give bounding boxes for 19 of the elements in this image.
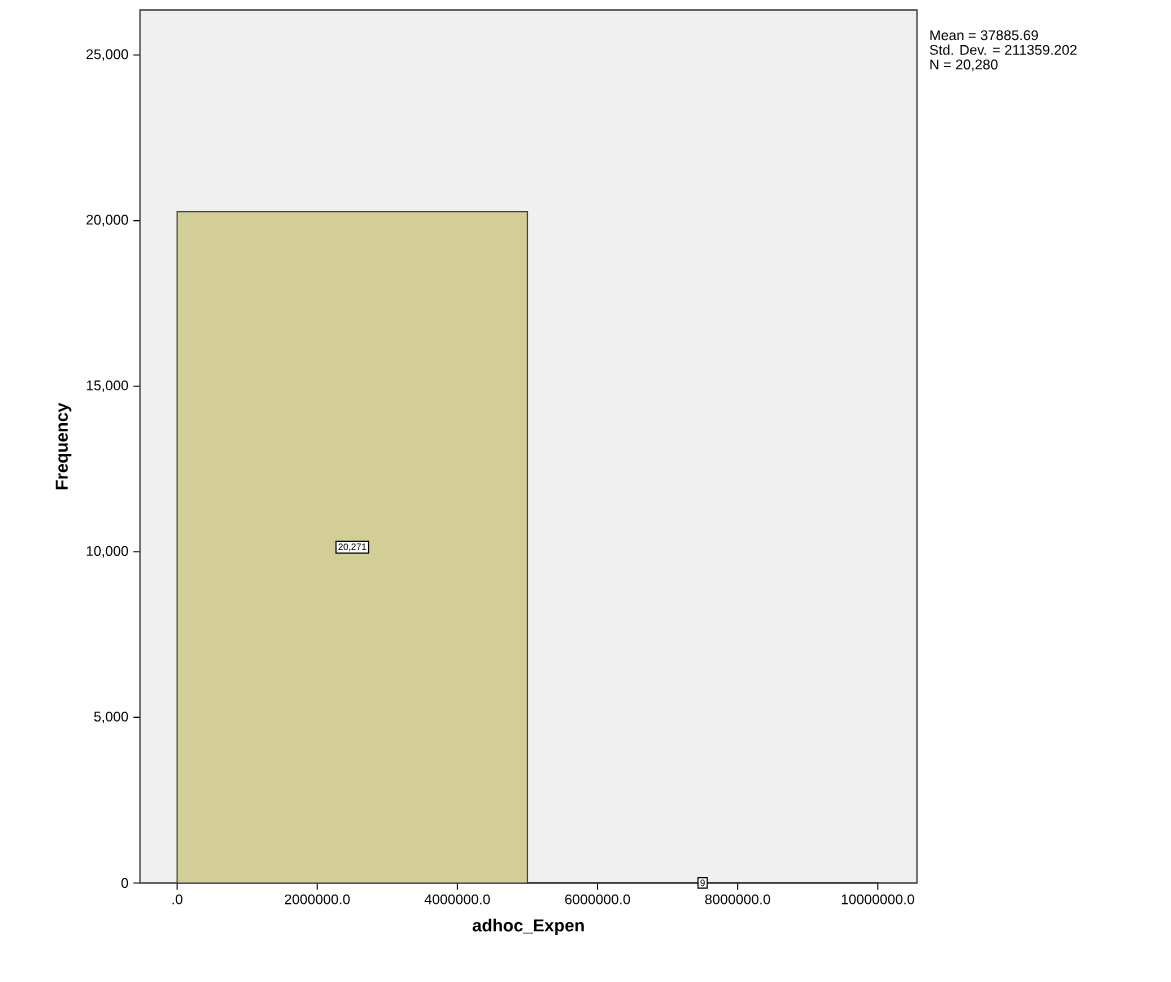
y-tick-label: 5,000 xyxy=(94,711,129,724)
x-tick-label: 8000000.0 xyxy=(705,894,771,905)
y-tick-label: 20,000 xyxy=(86,214,129,227)
text: Std. Dev. = 211359.202 xyxy=(929,44,1077,55)
x-tick-label: 4000000.0 xyxy=(424,894,490,905)
text: Mean = 37885.69 xyxy=(930,30,1038,41)
y-tick-label: 10,000 xyxy=(86,546,129,558)
data-label: 9 xyxy=(700,879,705,887)
x-tick-label: 6000000.0 xyxy=(565,894,631,905)
text: N = 20,280 xyxy=(930,59,998,72)
x-tick-label: 2000000.0 xyxy=(284,894,350,905)
y-axis-title: Frequency xyxy=(55,402,72,490)
x-tick-label: 10000000.0 xyxy=(841,894,915,905)
y-tick-label: 25,000 xyxy=(86,49,129,61)
x-axis-title: adhoc_Expen xyxy=(472,918,584,935)
y-tick-label: 0 xyxy=(121,878,129,888)
data-label: 20,271 xyxy=(338,543,367,552)
x-tick-label: .0 xyxy=(172,894,183,905)
y-tick-label: 15,000 xyxy=(86,380,129,393)
